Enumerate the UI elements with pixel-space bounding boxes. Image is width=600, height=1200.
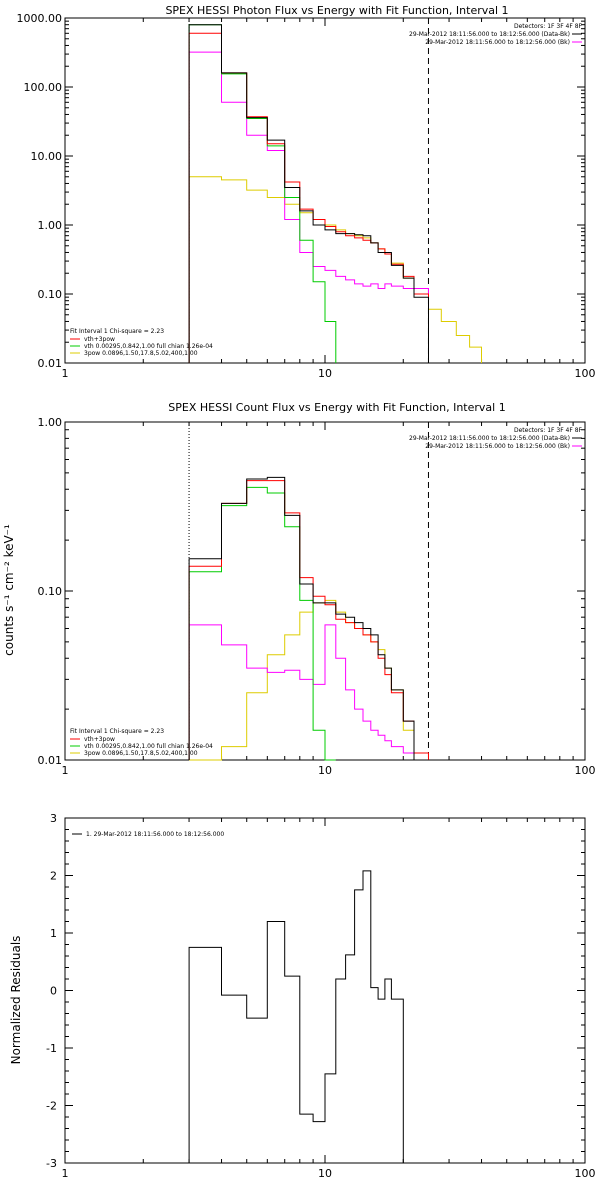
photon-y-tick-label: 1.00	[38, 219, 63, 232]
residuals-x-tick-label: 10	[318, 1167, 332, 1180]
count-panel-title: SPEX HESSI Count Flux vs Energy with Fit…	[168, 401, 505, 414]
count-series-vth-3pow	[188, 480, 429, 760]
photon-series-data-bk	[188, 24, 429, 363]
photon-flux-panel: SPEX HESSI Photon Flux vs Energy with Fi…	[17, 4, 596, 380]
photon-y-tick-label: 10.00	[31, 150, 63, 163]
count-plot-frame	[64, 421, 586, 761]
photon-y-tick-label: 1000.00	[17, 12, 63, 25]
residuals-y-tick-label: -2	[46, 1100, 57, 1113]
photon-legend-data: 29-Mar-2012 18:11:56.000 to 18:12:56.000…	[409, 31, 570, 38]
count-y-tick-label: 0.10	[38, 585, 63, 598]
photon-legend-fit: Fit Interval 1 Chi-square = 2.23	[70, 328, 164, 335]
count-series-bk	[188, 624, 429, 760]
residuals-x-tick-label: 1	[62, 1167, 69, 1180]
photon-legend-vth3pow: vth+3pow	[84, 336, 115, 343]
count-legend-fit: Fit Interval 1 Chi-square = 2.23	[70, 728, 164, 735]
count-legend-data: 29-Mar-2012 18:11:56.000 to 18:12:56.000…	[409, 435, 570, 442]
count-y-axis-label: counts s⁻¹ cm⁻² keV⁻¹	[2, 524, 16, 656]
count-x-tick-label: 100	[575, 764, 596, 777]
photon-x-tick-label: 1	[62, 367, 69, 380]
residuals-y-tick-label: -1	[46, 1042, 57, 1055]
residuals-series	[188, 870, 429, 1164]
residuals-legend: 1. 29-Mar-2012 18:11:56.000 to 18:12:56.…	[86, 831, 224, 838]
count-y-tick-label: 1.00	[38, 416, 63, 429]
photon-series-vth	[188, 24, 337, 363]
count-x-tick-label: 10	[318, 764, 332, 777]
residuals-y-axis-label: Normalized Residuals	[9, 936, 23, 1065]
residuals-y-tick-label: 2	[50, 870, 57, 883]
residuals-y-tick-label: -3	[46, 1157, 57, 1170]
residuals-y-tick-label: 1	[50, 927, 57, 940]
count-series-3pow	[189, 599, 429, 761]
residuals-x-tick-label: 100	[575, 1167, 596, 1180]
photon-legend-detectors: Detectors: 1F 3F 4F 8F	[514, 23, 583, 30]
count-flux-panel: SPEX HESSI Count Flux vs Energy with Fit…	[2, 401, 596, 777]
photon-legend-3pow: 3pow 0.0896,1.50,17.8,5.02,400,1.00	[84, 350, 198, 357]
photon-x-tick-label: 10	[318, 367, 332, 380]
photon-y-tick-label: 100.00	[24, 81, 63, 94]
count-legend-bk: 29-Mar-2012 18:11:56.000 to 18:12:56.000…	[425, 443, 570, 450]
count-series-vth	[188, 486, 336, 761]
photon-series-bk	[188, 51, 429, 363]
photon-legend-vth: vth 0.00295,0.842,1.00 full chian 1.26e-…	[84, 343, 213, 350]
photon-series-3pow	[188, 176, 482, 363]
count-x-tick-label: 1	[62, 764, 69, 777]
photon-series-vth-3pow	[188, 32, 429, 363]
count-legend-3pow: 3pow 0.0896,1.50,17.8,5.02,400,1.00	[84, 750, 198, 757]
count-legend-detectors: Detectors: 1F 3F 4F 8F	[514, 427, 583, 434]
photon-panel-title: SPEX HESSI Photon Flux vs Energy with Fi…	[165, 4, 508, 17]
count-y-tick-label: 0.01	[38, 754, 63, 767]
photon-legend-bk: 29-Mar-2012 18:11:56.000 to 18:12:56.000…	[425, 39, 570, 46]
photon-x-tick-label: 100	[575, 367, 596, 380]
photon-y-tick-label: 0.10	[38, 288, 63, 301]
count-legend-vth: vth 0.00295,0.842,1.00 full chian 1.26e-…	[84, 743, 213, 750]
photon-y-tick-label: 0.01	[38, 357, 63, 370]
count-series-data-bk	[188, 476, 429, 761]
residuals-y-tick-label: 0	[50, 985, 57, 998]
count-legend-vth3pow: vth+3pow	[84, 736, 115, 743]
residuals-y-tick-label: 3	[50, 812, 57, 825]
